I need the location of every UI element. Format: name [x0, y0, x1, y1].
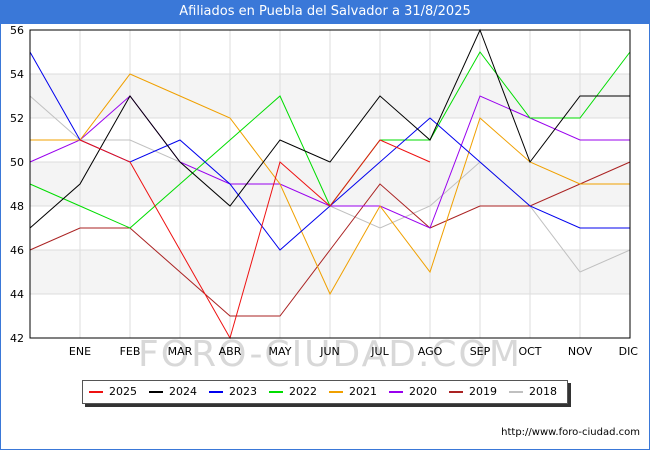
legend-swatch — [449, 391, 463, 393]
x-tick-label: ENE — [69, 345, 91, 358]
y-tick-label: 46 — [10, 244, 24, 257]
legend-item-2025: 2025 — [89, 381, 137, 403]
x-tick-label: AGO — [418, 345, 443, 358]
watermark-text: FORO-CIUDAD.COM — [138, 334, 522, 375]
legend-label: 2022 — [289, 385, 317, 398]
y-tick-labels: 42 44 46 48 50 52 54 56 — [10, 24, 24, 345]
x-tick-label: ABR — [219, 345, 242, 358]
legend-item-2019: 2019 — [449, 381, 497, 403]
legend-label: 2024 — [169, 385, 197, 398]
x-tick-label: JUL — [370, 345, 389, 358]
legend-label: 2019 — [469, 385, 497, 398]
y-tick-label: 52 — [10, 112, 24, 125]
legend-label: 2018 — [529, 385, 557, 398]
series-line-2025 — [79, 139, 431, 340]
legend-label: 2020 — [409, 385, 437, 398]
series-line-2024 — [29, 28, 630, 229]
y-tick-label: 42 — [10, 332, 24, 345]
x-tick-label: JUN — [319, 345, 340, 358]
legend-item-2023: 2023 — [209, 381, 257, 403]
legend-swatch — [149, 391, 163, 393]
x-tick-label: NOV — [568, 345, 593, 358]
y-tick-label: 56 — [10, 24, 24, 37]
x-tick-label: DIC — [619, 345, 639, 358]
legend-swatch — [209, 391, 223, 393]
legend-swatch — [329, 391, 343, 393]
y-tick-label: 54 — [10, 68, 24, 81]
legend: 2025 2024 2023 2022 2021 2020 2019 2018 — [82, 380, 568, 404]
legend-item-2021: 2021 — [329, 381, 377, 403]
plot-border — [29, 29, 631, 339]
legend-item-2020: 2020 — [389, 381, 437, 403]
source-url: http://www.foro-ciudad.com — [501, 427, 640, 438]
legend-swatch — [269, 391, 283, 393]
axes — [29, 29, 631, 339]
y-tick-label: 50 — [10, 156, 24, 169]
y-tick-label: 48 — [10, 200, 24, 213]
legend-item-2018: 2018 — [509, 381, 557, 403]
legend-label: 2021 — [349, 385, 377, 398]
chart-title: Afiliados en Puebla del Salvador a 31/8/… — [0, 0, 650, 24]
legend-item-2022: 2022 — [269, 381, 317, 403]
legend-swatch — [509, 391, 523, 393]
series-lines — [29, 28, 631, 340]
legend-swatch — [89, 391, 103, 393]
x-tick-label: MAR — [168, 345, 193, 358]
legend-swatch — [389, 391, 403, 393]
x-tick-label: FEB — [120, 345, 141, 358]
legend-label: 2025 — [109, 385, 137, 398]
x-tick-labels: ENE FEB MAR ABR MAY JUN JUL AGO SEP OCT NOV DIC — [69, 345, 638, 358]
x-tick-label: MAY — [269, 345, 292, 358]
x-tick-label: OCT — [518, 345, 541, 358]
legend-label: 2023 — [229, 385, 257, 398]
legend-item-2024: 2024 — [149, 381, 197, 403]
y-tick-label: 44 — [10, 288, 24, 301]
x-tick-label: SEP — [470, 345, 491, 358]
